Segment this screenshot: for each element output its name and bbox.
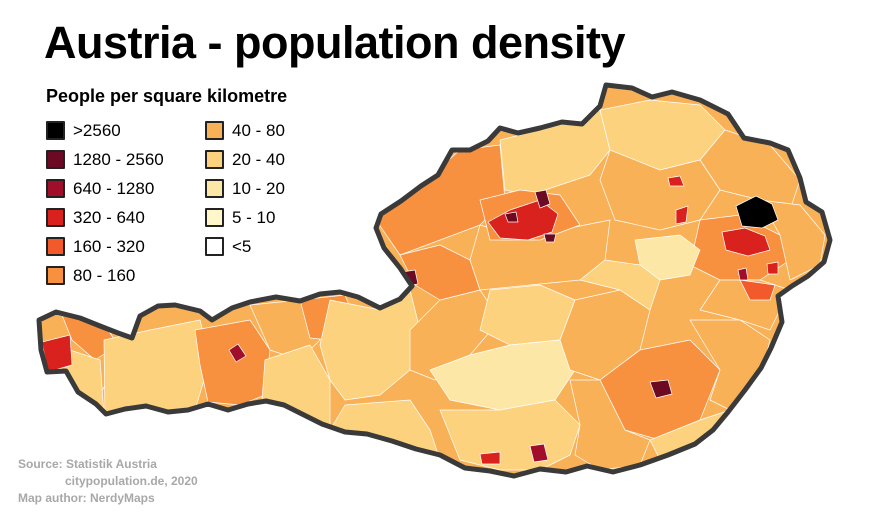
legend-item: 1280 - 2560 (46, 145, 164, 174)
legend-label: 10 - 20 (232, 178, 285, 198)
legend-swatch (205, 179, 224, 198)
legend-label: 640 - 1280 (73, 178, 155, 198)
legend-item: 40 - 80 (205, 116, 285, 145)
region-wiener-neustadt (739, 279, 776, 301)
legend-swatch (205, 237, 224, 256)
legend-swatch (46, 121, 65, 140)
region-scheibbs (579, 259, 661, 311)
region-vienna (735, 195, 779, 229)
legend-label: 1280 - 2560 (73, 149, 164, 169)
region-krems-city (667, 175, 685, 187)
legend-label: 80 - 160 (73, 265, 136, 285)
region-moedling (721, 227, 771, 257)
region-villach (439, 399, 581, 471)
legend-swatch (205, 150, 224, 169)
region-baden (737, 267, 749, 281)
legend-item: 160 - 320 (46, 232, 164, 261)
legend-item: 10 - 20 (205, 174, 285, 203)
legend-label: 20 - 40 (232, 149, 285, 169)
legend-item: 640 - 1280 (46, 174, 164, 203)
legend-swatch (205, 208, 224, 227)
region-innsbruck (194, 319, 271, 406)
credits: Source: Statistik Austria citypopulation… (18, 456, 198, 507)
legend-swatch (46, 208, 65, 227)
legend-heading: People per square kilometre (46, 86, 288, 106)
region-eisenstadt (766, 261, 779, 275)
credits-source: Source: Statistik Austria (18, 457, 157, 471)
legend-item: 20 - 40 (205, 145, 285, 174)
map-title: Austria - population density (44, 17, 626, 68)
legend-label: 40 - 80 (232, 120, 285, 140)
legend-item: 320 - 640 (46, 203, 164, 232)
legend-label: 320 - 640 (73, 207, 145, 227)
legend-swatch (205, 121, 224, 140)
legend-item: <5 (205, 232, 285, 261)
region-leonding (504, 211, 519, 223)
legend-item: >2560 (46, 116, 164, 145)
legend-swatch (46, 179, 65, 198)
legend-item: 80 - 160 (46, 261, 164, 290)
legend-column-left: >2560 1280 - 2560 640 - 1280 320 - 640 1… (46, 116, 164, 290)
region-graz-city (649, 379, 673, 399)
region-klagenfurt-city (529, 443, 549, 463)
legend-label: 5 - 10 (232, 207, 276, 227)
legend-column-right: 40 - 80 20 - 40 10 - 20 5 - 10 <5 (205, 116, 285, 261)
credits-source-2: citypopulation.de, 2020 (65, 474, 198, 488)
legend-swatch (46, 266, 65, 285)
credits-author: Map author: NerdyMaps (18, 491, 155, 505)
legend-label: <5 (232, 236, 252, 256)
austria-border (36, 82, 833, 479)
legend-label: 160 - 320 (73, 236, 145, 256)
region-linz (487, 199, 559, 241)
region-innsbruck-city (228, 343, 247, 363)
legend-swatch (46, 237, 65, 256)
legend-item: 5 - 10 (205, 203, 285, 232)
region-st-poelten (675, 205, 689, 225)
legend-label: >2560 (73, 120, 121, 140)
region-villach-city (479, 451, 501, 465)
region-ennstal (479, 284, 576, 346)
region-steyr (543, 233, 557, 243)
legend-swatch (46, 150, 65, 169)
region-linz-city (534, 189, 551, 209)
